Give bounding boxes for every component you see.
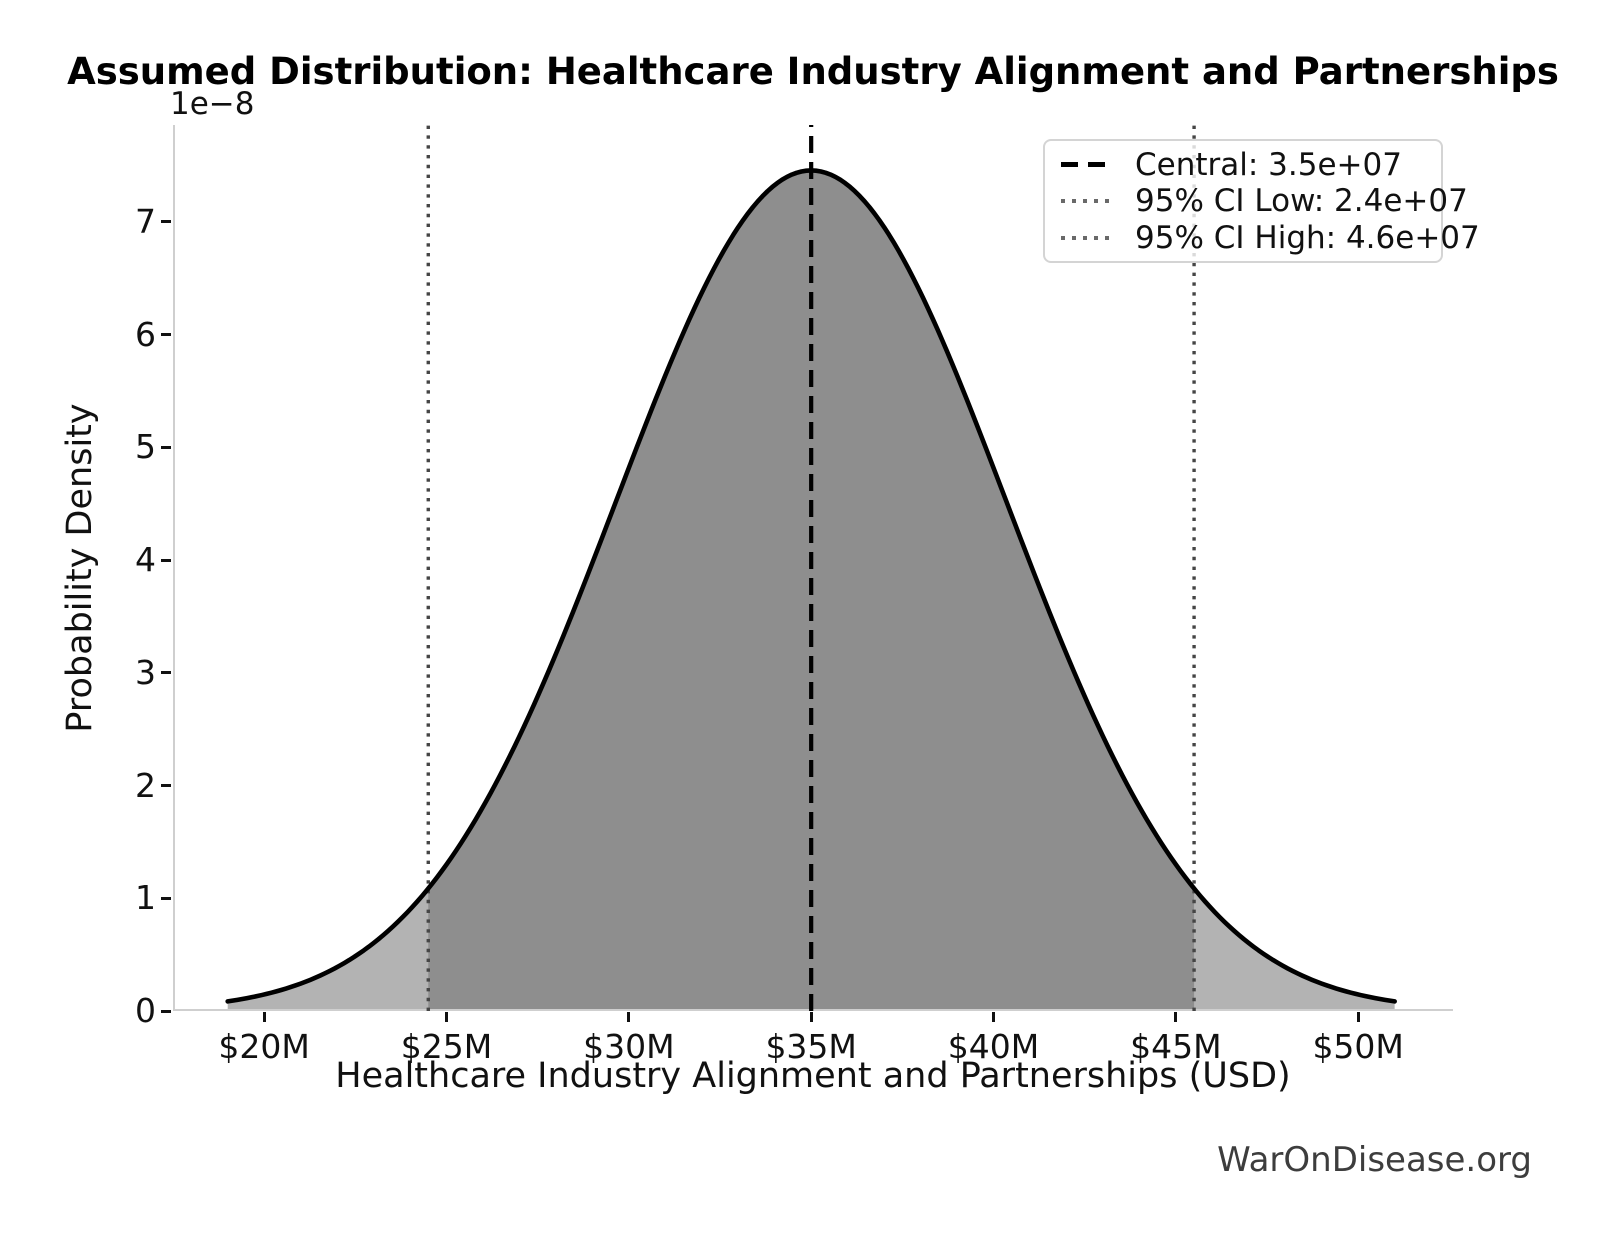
x-tick-label: $45M xyxy=(1130,1027,1222,1066)
y-tick-label: 3 xyxy=(135,652,156,692)
legend: Central: 3.5e+07 95% CI Low: 2.4e+07 95%… xyxy=(1043,139,1480,263)
y-tick-mark xyxy=(161,896,171,900)
y-tick-mark xyxy=(161,445,171,449)
x-axis-label: Healthcare Industry Alignment and Partne… xyxy=(335,1056,1291,1096)
x-tick-label: $40M xyxy=(947,1027,1040,1066)
chart-title: Assumed Distribution: Healthcare Industr… xyxy=(67,50,1559,93)
y-tick-mark xyxy=(161,671,171,675)
y-tick-label: 6 xyxy=(135,314,156,354)
plot-area xyxy=(173,125,1453,1011)
y-tick-mark xyxy=(161,784,171,788)
x-tick-mark xyxy=(262,1012,266,1022)
x-tick-mark xyxy=(445,1012,448,1022)
y-tick-mark xyxy=(161,220,171,224)
y-tick-label: 1 xyxy=(135,878,156,918)
y-tick-label: 2 xyxy=(135,765,156,805)
x-tick-mark xyxy=(992,1012,995,1022)
legend-item-ci-low: 95% CI Low: 2.4e+07 xyxy=(1061,183,1468,219)
x-tick-label: $35M xyxy=(765,1027,857,1066)
distribution-curve xyxy=(225,168,1397,1004)
legend-item-central: Central: 3.5e+07 xyxy=(1061,146,1427,183)
y-tick-label: 7 xyxy=(135,201,156,241)
dotted-line-sample-icon xyxy=(1061,199,1115,203)
y-tick-label: 5 xyxy=(135,427,156,467)
dotted-line-sample-icon xyxy=(1061,235,1115,240)
distribution-plot xyxy=(173,125,1453,1011)
x-tick-label: $20M xyxy=(218,1027,310,1066)
watermark: WarOnDisease.org xyxy=(1217,1140,1532,1180)
legend-label-ci-low: 95% CI Low: 2.4e+07 xyxy=(1135,183,1468,219)
y-axis-offset-label: 1e−8 xyxy=(170,86,255,122)
legend-label-ci-high: 95% CI High: 4.6e+07 xyxy=(1135,219,1480,256)
x-tick-mark xyxy=(627,1012,631,1022)
legend-label-central: Central: 3.5e+07 xyxy=(1135,146,1402,183)
y-tick-label: 0 xyxy=(135,991,156,1030)
x-tick-label: $30M xyxy=(583,1027,675,1066)
y-tick-mark xyxy=(161,333,171,337)
legend-item-ci-high: 95% CI High: 4.6e+07 xyxy=(1061,220,1480,256)
x-tick-label: $50M xyxy=(1312,1027,1404,1066)
x-tick-mark xyxy=(1174,1012,1178,1022)
y-tick-mark xyxy=(161,1009,171,1013)
x-tick-mark xyxy=(1356,1012,1360,1022)
x-tick-mark xyxy=(809,1012,813,1022)
dashed-line-sample-icon xyxy=(1061,162,1115,167)
x-tick-label: $25M xyxy=(400,1027,493,1066)
y-tick-label: 4 xyxy=(135,540,156,580)
y-tick-mark xyxy=(161,558,171,562)
